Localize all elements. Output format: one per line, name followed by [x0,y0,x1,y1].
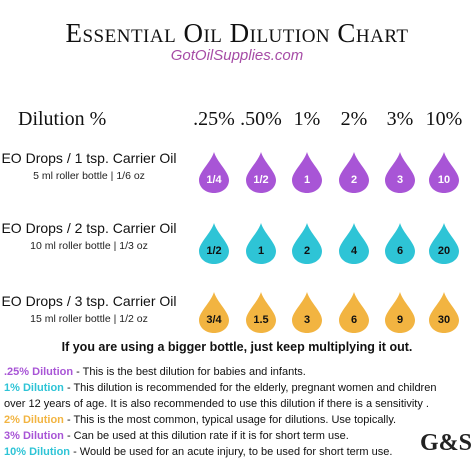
drop-value: 1 [303,174,311,186]
legend-text: - This is the best dilution for babies a… [73,366,306,378]
drop-value: 30 [437,314,451,326]
drop-cell: 4 [337,221,371,265]
legend-text: - Can be used at this dilution rate if i… [63,430,349,442]
legend-item: 10% Dilution - Would be used for an acut… [4,444,424,460]
drop-cell: 1/2 [244,150,278,194]
drop-value: 1/2 [206,245,222,257]
column-header: 2% [340,108,368,130]
oil-drop-icon [199,292,229,333]
drop-value: 1/4 [206,174,222,186]
legend-item: over 12 years of age. It is also recomme… [4,396,429,412]
oil-drop-icon [292,292,322,333]
brand-logo: G&S [420,430,473,457]
row-label: EO Drops / 1 tsp. Carrier Oil 5 ml roller… [0,150,178,182]
oil-drop-icon [246,292,276,333]
drop-cell: 3 [290,290,324,334]
legend-tag: 3% Dilution [4,430,64,442]
drop-value: 1.5 [253,314,269,326]
oil-drop-icon [292,223,322,264]
drop-value: 3/4 [206,314,222,326]
drop-value: 10 [437,174,451,186]
row-title: EO Drops / 3 tsp. Carrier Oil [1,293,177,309]
drop-value: 3 [396,174,404,186]
drop-cell: 9 [383,290,417,334]
drop-cell: 10 [427,150,461,194]
legend-item: .25% Dilution - This is the best dilutio… [4,364,424,380]
drop-value: 1/2 [253,174,269,186]
drop-cell: 30 [427,290,461,334]
oil-drop-icon [429,292,459,333]
drop-cell: 2 [290,221,324,265]
oil-drop-icon [339,152,369,193]
legend-text: - Would be used for an acute injury, to … [70,446,393,458]
column-header: .50% [240,108,282,130]
drop-value: 6 [350,314,358,326]
chart-title: Essential Oil Dilution Chart [65,18,409,48]
legend-item: 1% Dilution - This dilution is recommend… [4,380,436,396]
legend-tag: .25% Dilution [4,366,74,378]
drop-cell: 1/2 [197,221,231,265]
drop-value: 20 [437,245,451,257]
row-subtitle: 5 ml roller bottle | 1/6 oz [33,170,145,182]
oil-drop-icon [385,292,415,333]
oil-drop-icon [292,152,322,193]
drop-value: 9 [396,314,404,326]
oil-drop-icon [199,152,229,193]
drop-cell: 20 [427,221,461,265]
column-header: 3% [386,108,414,130]
row-label: EO Drops / 2 tsp. Carrier Oil 10 ml rolle… [0,220,178,252]
row-title: EO Drops / 1 tsp. Carrier Oil [1,150,177,166]
oil-drop-icon [385,152,415,193]
legend-tag: 1% Dilution [4,382,64,394]
column-header: 1% [293,108,321,130]
drop-cell: 1 [290,150,324,194]
oil-drop-icon [339,223,369,264]
site-subtitle[interactable]: GotOilSupplies.com [170,47,304,64]
drop-value: 1 [257,245,265,257]
column-header: .25% [193,108,235,130]
drop-value: 2 [303,245,311,257]
oil-drop-icon [199,223,229,264]
drop-value: 4 [350,245,358,257]
oil-drop-icon [429,223,459,264]
drop-cell: 1/4 [197,150,231,194]
drop-value: 2 [350,174,358,186]
oil-drop-icon [246,223,276,264]
legend-item: 3% Dilution - Can be used at this diluti… [4,428,424,444]
drop-cell: 6 [383,221,417,265]
legend-tag: 2% Dilution [4,414,64,426]
dilution-header-label: Dilution % [18,108,107,130]
drop-cell: 3/4 [197,290,231,334]
drop-cell: 6 [337,290,371,334]
legend-tag: 10% Dilution [4,446,71,458]
dilution-legend: .25% Dilution - This is the best dilutio… [4,364,436,460]
oil-drop-icon [246,152,276,193]
legend-text: - This is the most common, typical usage… [63,414,397,426]
drop-cell: 3 [383,150,417,194]
drop-cell: 2 [337,150,371,194]
column-header: 10% [425,108,463,130]
row-label: EO Drops / 3 tsp. Carrier Oil 15 ml rolle… [0,293,178,325]
oil-drop-icon [385,223,415,264]
oil-drop-icon [339,292,369,333]
drop-cell: 1.5 [244,290,278,334]
legend-text: - This dilution is recommended for the e… [63,382,437,394]
legend-text: over 12 years of age. It is also recomme… [4,398,429,410]
multiply-note: If you are using a bigger bottle, just k… [61,340,413,354]
drop-cell: 1 [244,221,278,265]
drop-value: 3 [303,314,311,326]
logo-text: G&S [420,430,473,456]
row-subtitle: 10 ml roller bottle | 1/3 oz [30,240,148,252]
row-subtitle: 15 ml roller bottle | 1/2 oz [30,313,148,325]
legend-item: 2% Dilution - This is the most common, t… [4,412,424,428]
row-title: EO Drops / 2 tsp. Carrier Oil [1,220,177,236]
oil-drop-icon [429,152,459,193]
drop-value: 6 [396,245,404,257]
